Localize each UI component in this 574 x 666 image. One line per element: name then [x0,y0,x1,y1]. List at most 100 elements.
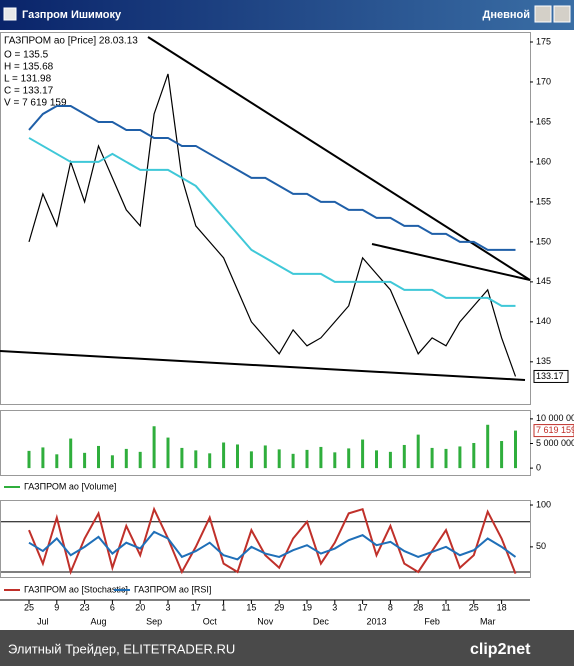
x-tick-label: 11 [441,602,450,612]
volume-bar [388,451,392,469]
volume-bar [180,447,184,469]
legend-label: ГАЗПРОМ ао [Stochastic] [24,584,128,594]
volume-bar [347,448,351,469]
chart-area [0,30,574,630]
x-tick-label: 17 [358,602,368,612]
y-tick-label: 100 [536,499,551,509]
quote: O = 135.5 [4,50,49,61]
month-label: Mar [480,616,496,626]
volume-bar [55,454,59,469]
volume-bar [152,426,156,469]
last-price-tag [533,369,569,383]
x-tick-label: 3 [332,602,337,612]
trendline [0,350,526,381]
month-label: Feb [424,616,440,626]
price-panel [0,32,531,405]
volume-bar [110,455,114,469]
volume-bar [375,450,378,469]
y-tick-label: 175 [536,36,551,46]
y-tick-label: 170 [536,76,551,86]
y-tick-label: 155 [536,196,551,206]
x-tick-label: 28 [413,602,423,612]
volume-bar [138,451,142,469]
volume-bar [486,424,490,469]
month-label: Jul [37,616,49,626]
month-label: Dec [313,616,330,626]
quote: V = 7 619 159 [4,98,67,109]
month-label: Nov [257,616,274,626]
logo: clip2net [470,641,531,658]
x-tick-label: 23 [80,602,90,612]
x-tick-label: 6 [110,602,115,612]
y-tick-label: 5 000 000 [536,438,574,448]
series-line [28,137,516,307]
month-label: Aug [90,616,106,626]
series-line [28,506,517,576]
volume-bar [83,452,87,469]
volume-bar [319,446,323,469]
month-label: Sep [146,616,162,626]
volume-bar [27,450,31,469]
x-tick-label: 1 [221,602,226,612]
volume-bar [208,453,212,469]
volume-bar [166,437,170,469]
volume-bar [402,444,406,469]
volume-bar [69,438,73,469]
month-label: Oct [203,616,218,626]
y-tick-label: 135 [536,356,551,366]
legend-label: ГАЗПРОМ ао [Volume] [24,481,116,491]
footer-bar [0,630,574,666]
footer-text: Элитный Трейдер, ELITETRADER.RU [8,641,235,656]
volume-bar [305,449,309,469]
y-tick-label: 165 [536,116,551,126]
volume-bar [291,453,295,469]
x-tick-label: 8 [388,602,393,612]
y-tick-label: 145 [536,276,551,286]
quote: L = 131.98 [4,74,52,85]
volume-bar [97,445,100,469]
x-tick-label: 25 [469,602,479,612]
y-tick-label: 0 [536,462,541,472]
y-tick-label: 140 [536,316,551,326]
oscillator-panel [0,500,531,578]
volume-bar [458,446,462,469]
volume-bar [472,442,476,469]
quote: H = 135.68 [4,62,54,73]
trendline [371,243,531,281]
volume-bar [416,434,420,469]
value-tag [533,424,574,438]
x-tick-label: 3 [165,602,170,612]
series-line [28,104,516,251]
volume-bar [236,444,239,469]
minimize-button[interactable] [534,5,552,23]
maximize-button[interactable] [553,5,571,23]
window-title: Газпром Ишимоку [22,9,122,21]
volume-bar [124,448,128,469]
series-line [28,530,517,561]
volume-bar [500,441,504,469]
y-tick-label: 160 [536,156,551,166]
quote: C = 133.17 [4,86,54,97]
series-line [28,73,517,377]
x-tick-label: 9 [54,602,59,612]
volume-bar [41,447,45,469]
x-tick-label: 17 [191,602,201,612]
timeframe: Дневной [483,9,531,21]
volume-bar [194,450,198,469]
price-title: ГАЗПРОМ ао [Price] 28.03.13 [4,36,138,47]
window-icon [3,7,17,21]
volume-bar [277,449,281,469]
trendline [147,36,531,281]
volume-bar [222,442,226,469]
volume-bar [430,447,434,469]
x-tick-label: 15 [246,602,256,612]
legend-label: ГАЗПРОМ ао [RSI] [134,584,211,594]
y-tick-label: 10 000 000 [536,413,574,423]
y-tick-label: 50 [536,541,546,551]
month-label: 2013 [366,616,386,626]
x-tick-label: 20 [135,602,145,612]
y-tick-label: 150 [536,236,551,246]
volume-bar [514,430,517,469]
title-bar [0,0,574,30]
